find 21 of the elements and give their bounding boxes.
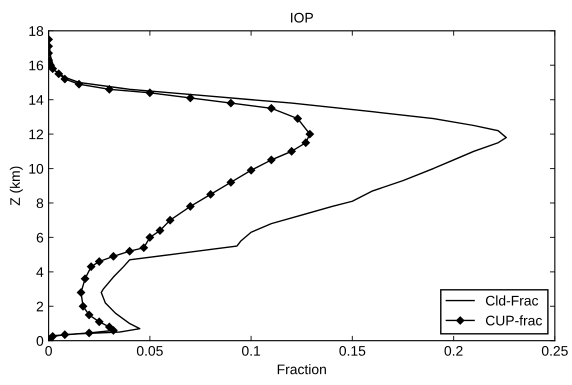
legend-label: CUP-frac xyxy=(486,315,542,326)
x-tick-label: 0.15 xyxy=(339,346,366,356)
chart-title: IOP xyxy=(291,12,313,23)
x-tick-label: 0.2 xyxy=(444,346,463,356)
y-tick-label: 8 xyxy=(36,198,44,208)
y-tick-label: 2 xyxy=(36,302,44,312)
y-tick-label: 16 xyxy=(29,60,44,70)
x-tick-label: 0 xyxy=(45,346,52,356)
x-tick-label: 0.25 xyxy=(542,346,568,356)
y-tick-label: 4 xyxy=(36,267,44,277)
y-tick-label: 10 xyxy=(29,164,44,174)
legend-label: Cld-Frac xyxy=(486,295,538,306)
y-tick-label: 12 xyxy=(29,129,44,140)
x-axis-title: Fraction xyxy=(278,364,326,374)
y-tick-label: 14 xyxy=(29,95,44,105)
y-tick-label: 18 xyxy=(29,26,44,36)
y-tick-label: 6 xyxy=(36,232,44,243)
y-tick-label: 0 xyxy=(36,336,44,346)
x-tick-label: 0.1 xyxy=(242,346,260,356)
x-tick-label: 0.05 xyxy=(136,346,163,356)
y-axis-title: Z (km) xyxy=(10,166,23,206)
